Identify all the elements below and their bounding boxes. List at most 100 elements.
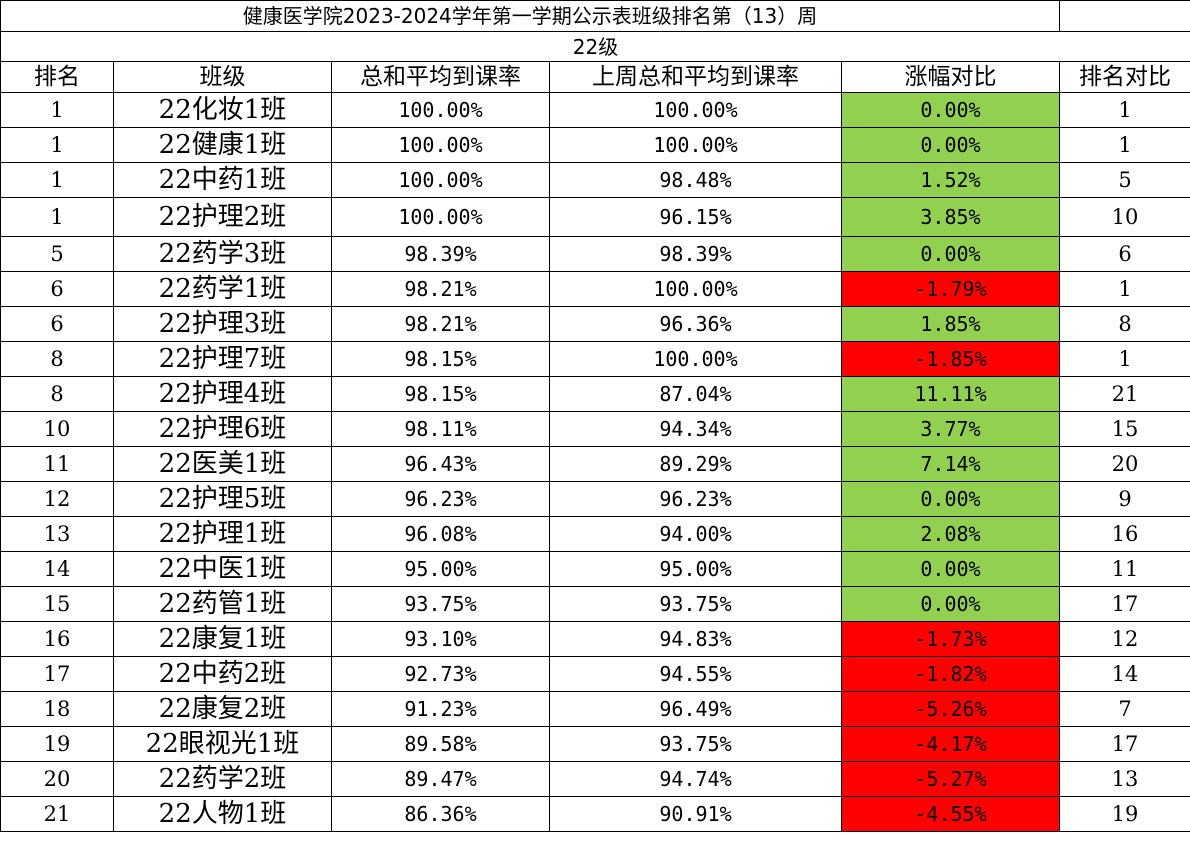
rate-cell[interactable]: 93.10%: [331, 621, 550, 657]
rank-cell[interactable]: 6: [0, 306, 114, 342]
class-name-cell[interactable]: 22药管1班: [113, 586, 332, 622]
last-rate-cell[interactable]: 94.83%: [549, 621, 842, 657]
change-cell[interactable]: 0.00%: [841, 236, 1060, 272]
last-rate-cell[interactable]: 89.29%: [549, 446, 842, 482]
change-cell[interactable]: -4.55%: [841, 796, 1060, 832]
rank-compare-cell[interactable]: 8: [1059, 306, 1190, 342]
last-rate-cell[interactable]: 100.00%: [549, 127, 842, 163]
last-rate-cell[interactable]: 94.74%: [549, 761, 842, 797]
change-cell[interactable]: 3.85%: [841, 197, 1060, 237]
rank-compare-cell[interactable]: 5: [1059, 162, 1190, 198]
header-rate[interactable]: 总和平均到课率: [331, 61, 550, 93]
change-cell[interactable]: -1.82%: [841, 656, 1060, 692]
rate-cell[interactable]: 89.47%: [331, 761, 550, 797]
change-cell[interactable]: 1.85%: [841, 306, 1060, 342]
change-cell[interactable]: -5.27%: [841, 761, 1060, 797]
rate-cell[interactable]: 100.00%: [331, 197, 550, 237]
rank-cell[interactable]: 1: [0, 127, 114, 163]
class-name-cell[interactable]: 22人物1班: [113, 796, 332, 832]
change-cell[interactable]: 0.00%: [841, 551, 1060, 587]
rank-compare-cell[interactable]: 16: [1059, 516, 1190, 552]
rank-cell[interactable]: 20: [0, 761, 114, 797]
rate-cell[interactable]: 100.00%: [331, 92, 550, 128]
change-cell[interactable]: -5.26%: [841, 691, 1060, 727]
rank-cell[interactable]: 16: [0, 621, 114, 657]
rate-cell[interactable]: 100.00%: [331, 162, 550, 198]
rank-cell[interactable]: 6: [0, 271, 114, 307]
rank-compare-cell[interactable]: 13: [1059, 761, 1190, 797]
rank-compare-cell[interactable]: 10: [1059, 197, 1190, 237]
rate-cell[interactable]: 86.36%: [331, 796, 550, 832]
rank-compare-cell[interactable]: 17: [1059, 726, 1190, 762]
last-rate-cell[interactable]: 96.36%: [549, 306, 842, 342]
rank-cell[interactable]: 1: [0, 197, 114, 237]
class-name-cell[interactable]: 22化妆1班: [113, 92, 332, 128]
rate-cell[interactable]: 98.39%: [331, 236, 550, 272]
rank-cell[interactable]: 13: [0, 516, 114, 552]
last-rate-cell[interactable]: 96.49%: [549, 691, 842, 727]
class-name-cell[interactable]: 22护理1班: [113, 516, 332, 552]
rate-cell[interactable]: 96.23%: [331, 481, 550, 517]
rate-cell[interactable]: 89.58%: [331, 726, 550, 762]
header-last-rate[interactable]: 上周总和平均到课率: [549, 61, 842, 93]
change-cell[interactable]: -1.73%: [841, 621, 1060, 657]
class-name-cell[interactable]: 22护理4班: [113, 376, 332, 412]
rate-cell[interactable]: 98.11%: [331, 411, 550, 447]
title-blank-cell[interactable]: [1059, 0, 1190, 32]
header-class[interactable]: 班级: [113, 61, 332, 93]
change-cell[interactable]: 0.00%: [841, 92, 1060, 128]
rank-compare-cell[interactable]: 11: [1059, 551, 1190, 587]
rate-cell[interactable]: 96.08%: [331, 516, 550, 552]
class-name-cell[interactable]: 22眼视光1班: [113, 726, 332, 762]
rank-cell[interactable]: 14: [0, 551, 114, 587]
change-cell[interactable]: 0.00%: [841, 127, 1060, 163]
class-name-cell[interactable]: 22药学1班: [113, 271, 332, 307]
rank-compare-cell[interactable]: 1: [1059, 271, 1190, 307]
rank-compare-cell[interactable]: 15: [1059, 411, 1190, 447]
change-cell[interactable]: -1.85%: [841, 341, 1060, 377]
rank-cell[interactable]: 17: [0, 656, 114, 692]
rate-cell[interactable]: 98.21%: [331, 306, 550, 342]
grade-label[interactable]: 22级: [0, 31, 1190, 62]
rate-cell[interactable]: 98.21%: [331, 271, 550, 307]
rate-cell[interactable]: 92.73%: [331, 656, 550, 692]
rate-cell[interactable]: 100.00%: [331, 127, 550, 163]
rank-compare-cell[interactable]: 9: [1059, 481, 1190, 517]
change-cell[interactable]: 1.52%: [841, 162, 1060, 198]
header-rank[interactable]: 排名: [0, 61, 114, 93]
last-rate-cell[interactable]: 100.00%: [549, 92, 842, 128]
class-name-cell[interactable]: 22康复2班: [113, 691, 332, 727]
last-rate-cell[interactable]: 95.00%: [549, 551, 842, 587]
last-rate-cell[interactable]: 87.04%: [549, 376, 842, 412]
rate-cell[interactable]: 93.75%: [331, 586, 550, 622]
class-name-cell[interactable]: 22康复1班: [113, 621, 332, 657]
last-rate-cell[interactable]: 94.34%: [549, 411, 842, 447]
rank-compare-cell[interactable]: 7: [1059, 691, 1190, 727]
last-rate-cell[interactable]: 100.00%: [549, 271, 842, 307]
rank-compare-cell[interactable]: 17: [1059, 586, 1190, 622]
rank-cell[interactable]: 8: [0, 341, 114, 377]
class-name-cell[interactable]: 22健康1班: [113, 127, 332, 163]
class-name-cell[interactable]: 22护理2班: [113, 197, 332, 237]
last-rate-cell[interactable]: 93.75%: [549, 726, 842, 762]
rank-cell[interactable]: 12: [0, 481, 114, 517]
rate-cell[interactable]: 95.00%: [331, 551, 550, 587]
last-rate-cell[interactable]: 98.48%: [549, 162, 842, 198]
rank-cell[interactable]: 8: [0, 376, 114, 412]
class-name-cell[interactable]: 22护理7班: [113, 341, 332, 377]
header-rank-compare[interactable]: 排名对比: [1059, 61, 1190, 93]
class-name-cell[interactable]: 22医美1班: [113, 446, 332, 482]
rate-cell[interactable]: 98.15%: [331, 341, 550, 377]
change-cell[interactable]: -4.17%: [841, 726, 1060, 762]
last-rate-cell[interactable]: 94.55%: [549, 656, 842, 692]
change-cell[interactable]: -1.79%: [841, 271, 1060, 307]
change-cell[interactable]: 2.08%: [841, 516, 1060, 552]
rank-compare-cell[interactable]: 1: [1059, 127, 1190, 163]
rank-cell[interactable]: 1: [0, 92, 114, 128]
rank-cell[interactable]: 5: [0, 236, 114, 272]
class-name-cell[interactable]: 22药学2班: [113, 761, 332, 797]
rank-compare-cell[interactable]: 1: [1059, 92, 1190, 128]
last-rate-cell[interactable]: 94.00%: [549, 516, 842, 552]
rank-cell[interactable]: 21: [0, 796, 114, 832]
class-name-cell[interactable]: 22护理5班: [113, 481, 332, 517]
